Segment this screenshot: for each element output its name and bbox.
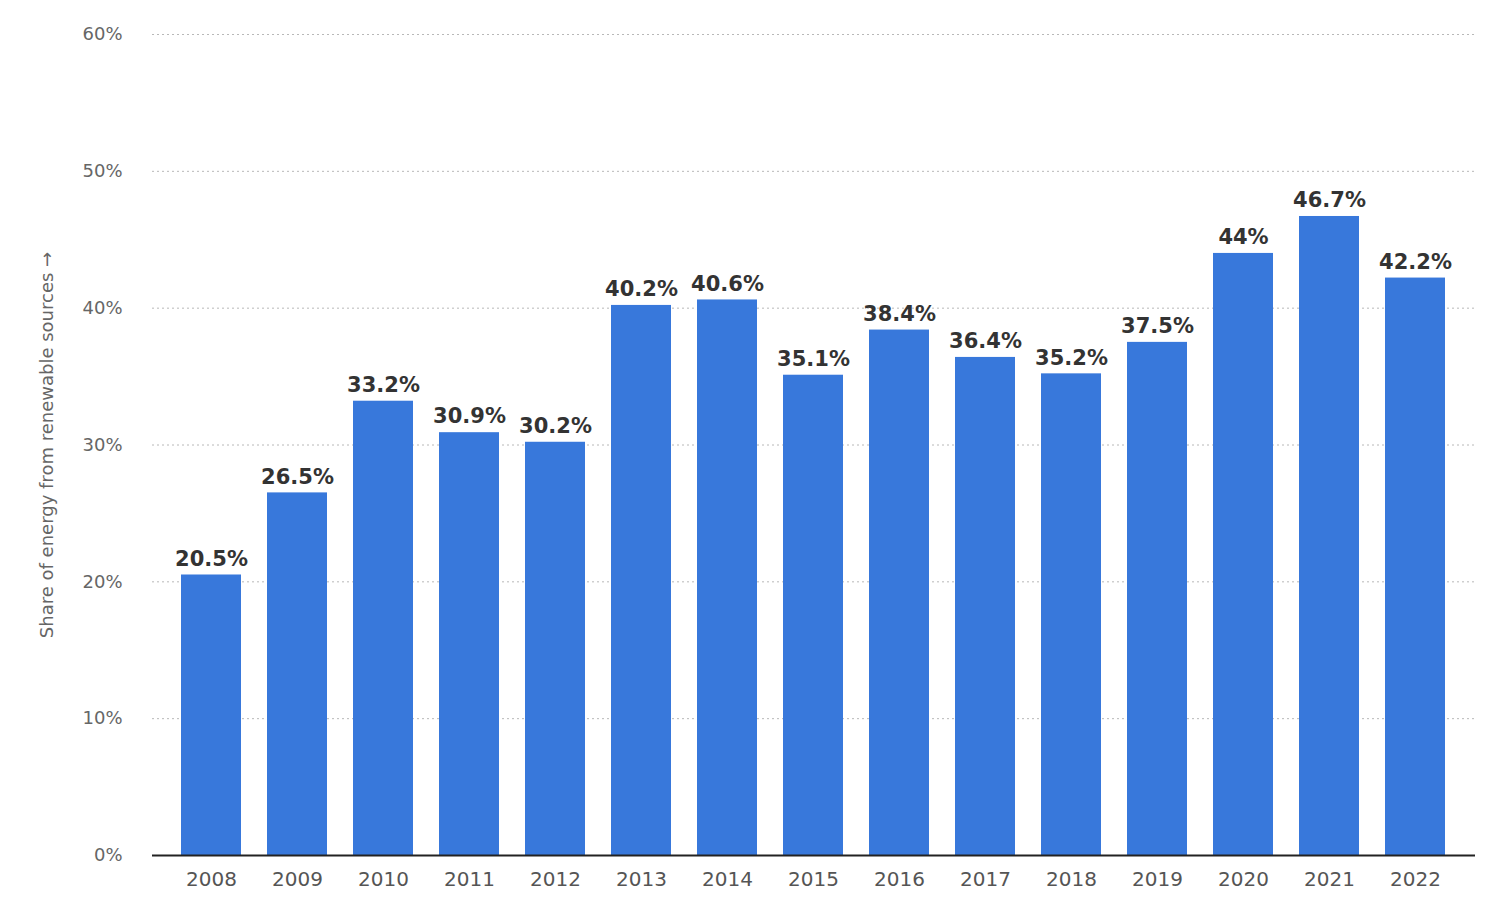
svg-text:38.4%: 38.4% — [863, 302, 936, 326]
svg-text:2012: 2012 — [530, 867, 581, 891]
svg-text:50%: 50% — [82, 160, 122, 181]
svg-text:60%: 60% — [82, 23, 122, 44]
svg-text:2010: 2010 — [358, 867, 409, 891]
svg-text:2019: 2019 — [1132, 867, 1183, 891]
svg-text:2022: 2022 — [1390, 867, 1441, 891]
svg-text:26.5%: 26.5% — [261, 465, 334, 489]
svg-text:2016: 2016 — [874, 867, 925, 891]
svg-text:35.2%: 35.2% — [1035, 346, 1108, 370]
svg-text:2020: 2020 — [1218, 867, 1269, 891]
svg-text:36.4%: 36.4% — [949, 329, 1022, 353]
svg-text:40%: 40% — [82, 297, 122, 318]
svg-text:2011: 2011 — [444, 867, 495, 891]
svg-text:37.5%: 37.5% — [1121, 314, 1194, 338]
svg-text:30.2%: 30.2% — [519, 414, 592, 438]
svg-text:33.2%: 33.2% — [347, 373, 420, 397]
svg-text:2018: 2018 — [1046, 867, 1097, 891]
svg-text:20%: 20% — [82, 571, 122, 592]
svg-text:30%: 30% — [82, 434, 122, 455]
svg-text:2013: 2013 — [616, 867, 667, 891]
svg-text:2017: 2017 — [960, 867, 1011, 891]
svg-text:42.2%: 42.2% — [1379, 250, 1452, 274]
svg-text:0%: 0% — [94, 844, 123, 865]
svg-text:40.2%: 40.2% — [605, 277, 678, 301]
svg-text:2008: 2008 — [186, 867, 237, 891]
svg-text:2009: 2009 — [272, 867, 323, 891]
svg-text:2014: 2014 — [702, 867, 753, 891]
svg-text:10%: 10% — [82, 707, 122, 728]
svg-text:35.1%: 35.1% — [777, 347, 850, 371]
svg-text:Share of energy from renewable: Share of energy from renewable sources → — [36, 252, 57, 638]
svg-text:46.7%: 46.7% — [1293, 188, 1366, 212]
svg-text:2015: 2015 — [788, 867, 839, 891]
svg-text:2021: 2021 — [1304, 867, 1355, 891]
svg-text:30.9%: 30.9% — [433, 404, 506, 428]
svg-text:20.5%: 20.5% — [175, 547, 248, 571]
svg-text:40.6%: 40.6% — [691, 272, 764, 296]
svg-text:44%: 44% — [1218, 225, 1268, 249]
